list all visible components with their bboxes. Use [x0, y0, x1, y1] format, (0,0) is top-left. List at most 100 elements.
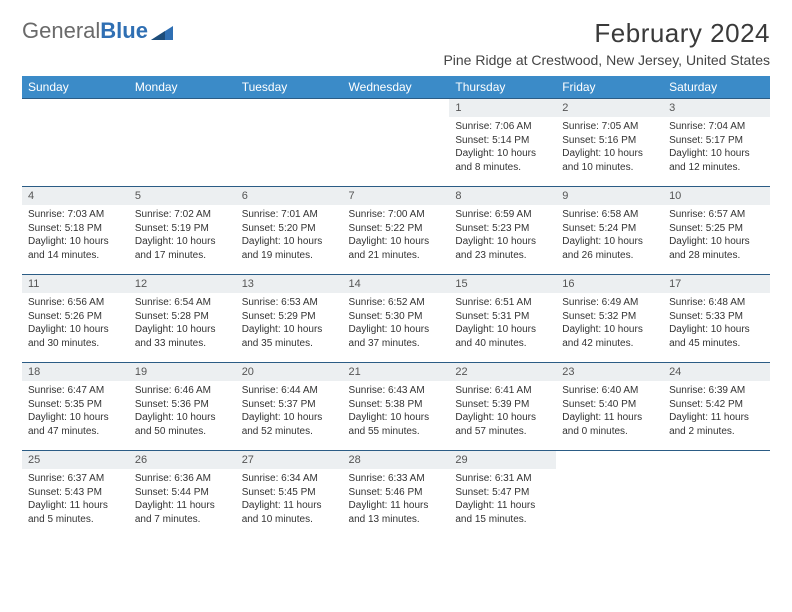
calendar-day-cell: 29Sunrise: 6:31 AMSunset: 5:47 PMDayligh… — [449, 451, 556, 539]
calendar-day-cell: 10Sunrise: 6:57 AMSunset: 5:25 PMDayligh… — [663, 187, 770, 275]
day-number: 20 — [236, 363, 343, 381]
day-number: 8 — [449, 187, 556, 205]
calendar-day-cell: 11Sunrise: 6:56 AMSunset: 5:26 PMDayligh… — [22, 275, 129, 363]
day-number: 7 — [343, 187, 450, 205]
day-number: 12 — [129, 275, 236, 293]
day-details: Sunrise: 7:03 AMSunset: 5:18 PMDaylight:… — [22, 205, 129, 266]
day-header: Wednesday — [343, 76, 450, 99]
calendar-week-row: 11Sunrise: 6:56 AMSunset: 5:26 PMDayligh… — [22, 275, 770, 363]
day-header: Tuesday — [236, 76, 343, 99]
day-header: Monday — [129, 76, 236, 99]
day-number: 13 — [236, 275, 343, 293]
day-details: Sunrise: 6:43 AMSunset: 5:38 PMDaylight:… — [343, 381, 450, 442]
day-details: Sunrise: 6:47 AMSunset: 5:35 PMDaylight:… — [22, 381, 129, 442]
calendar-body: ........1Sunrise: 7:06 AMSunset: 5:14 PM… — [22, 99, 770, 539]
calendar-day-cell: .. — [236, 99, 343, 187]
day-details: Sunrise: 6:31 AMSunset: 5:47 PMDaylight:… — [449, 469, 556, 530]
day-details: Sunrise: 6:46 AMSunset: 5:36 PMDaylight:… — [129, 381, 236, 442]
day-number: 6 — [236, 187, 343, 205]
brand-triangle-icon — [151, 22, 173, 40]
calendar-day-cell: 12Sunrise: 6:54 AMSunset: 5:28 PMDayligh… — [129, 275, 236, 363]
calendar-week-row: 25Sunrise: 6:37 AMSunset: 5:43 PMDayligh… — [22, 451, 770, 539]
day-details: Sunrise: 7:00 AMSunset: 5:22 PMDaylight:… — [343, 205, 450, 266]
calendar-day-cell: 24Sunrise: 6:39 AMSunset: 5:42 PMDayligh… — [663, 363, 770, 451]
day-header: Thursday — [449, 76, 556, 99]
calendar-header-row: SundayMondayTuesdayWednesdayThursdayFrid… — [22, 76, 770, 99]
day-details: Sunrise: 7:01 AMSunset: 5:20 PMDaylight:… — [236, 205, 343, 266]
day-number: 23 — [556, 363, 663, 381]
day-details: Sunrise: 6:51 AMSunset: 5:31 PMDaylight:… — [449, 293, 556, 354]
day-number: 11 — [22, 275, 129, 293]
day-details: Sunrise: 7:04 AMSunset: 5:17 PMDaylight:… — [663, 117, 770, 178]
day-header: Sunday — [22, 76, 129, 99]
day-details: Sunrise: 6:33 AMSunset: 5:46 PMDaylight:… — [343, 469, 450, 530]
calendar-day-cell: 9Sunrise: 6:58 AMSunset: 5:24 PMDaylight… — [556, 187, 663, 275]
calendar-day-cell: 16Sunrise: 6:49 AMSunset: 5:32 PMDayligh… — [556, 275, 663, 363]
calendar-day-cell: 25Sunrise: 6:37 AMSunset: 5:43 PMDayligh… — [22, 451, 129, 539]
calendar-day-cell: 19Sunrise: 6:46 AMSunset: 5:36 PMDayligh… — [129, 363, 236, 451]
day-number: 27 — [236, 451, 343, 469]
day-details: Sunrise: 6:41 AMSunset: 5:39 PMDaylight:… — [449, 381, 556, 442]
calendar-day-cell: 4Sunrise: 7:03 AMSunset: 5:18 PMDaylight… — [22, 187, 129, 275]
day-details: Sunrise: 6:54 AMSunset: 5:28 PMDaylight:… — [129, 293, 236, 354]
day-number: 5 — [129, 187, 236, 205]
calendar-day-cell: 22Sunrise: 6:41 AMSunset: 5:39 PMDayligh… — [449, 363, 556, 451]
day-details: Sunrise: 6:57 AMSunset: 5:25 PMDaylight:… — [663, 205, 770, 266]
day-number: 29 — [449, 451, 556, 469]
calendar-week-row: 4Sunrise: 7:03 AMSunset: 5:18 PMDaylight… — [22, 187, 770, 275]
calendar-day-cell: 27Sunrise: 6:34 AMSunset: 5:45 PMDayligh… — [236, 451, 343, 539]
day-number: 28 — [343, 451, 450, 469]
calendar-day-cell: .. — [556, 451, 663, 539]
calendar-day-cell: 3Sunrise: 7:04 AMSunset: 5:17 PMDaylight… — [663, 99, 770, 187]
day-details: Sunrise: 6:56 AMSunset: 5:26 PMDaylight:… — [22, 293, 129, 354]
calendar-week-row: 18Sunrise: 6:47 AMSunset: 5:35 PMDayligh… — [22, 363, 770, 451]
calendar-day-cell: 20Sunrise: 6:44 AMSunset: 5:37 PMDayligh… — [236, 363, 343, 451]
day-number: 2 — [556, 99, 663, 117]
day-details: Sunrise: 6:39 AMSunset: 5:42 PMDaylight:… — [663, 381, 770, 442]
day-details: Sunrise: 6:44 AMSunset: 5:37 PMDaylight:… — [236, 381, 343, 442]
calendar-day-cell: 26Sunrise: 6:36 AMSunset: 5:44 PMDayligh… — [129, 451, 236, 539]
day-number: 24 — [663, 363, 770, 381]
calendar-day-cell: 17Sunrise: 6:48 AMSunset: 5:33 PMDayligh… — [663, 275, 770, 363]
calendar-day-cell: 5Sunrise: 7:02 AMSunset: 5:19 PMDaylight… — [129, 187, 236, 275]
day-number: 17 — [663, 275, 770, 293]
calendar-day-cell: .. — [22, 99, 129, 187]
day-details: Sunrise: 7:05 AMSunset: 5:16 PMDaylight:… — [556, 117, 663, 178]
day-number: 21 — [343, 363, 450, 381]
day-details: Sunrise: 6:48 AMSunset: 5:33 PMDaylight:… — [663, 293, 770, 354]
calendar-day-cell: 13Sunrise: 6:53 AMSunset: 5:29 PMDayligh… — [236, 275, 343, 363]
calendar-day-cell: .. — [343, 99, 450, 187]
day-details: Sunrise: 6:34 AMSunset: 5:45 PMDaylight:… — [236, 469, 343, 530]
page-title: February 2024 — [443, 18, 770, 49]
calendar-day-cell: 14Sunrise: 6:52 AMSunset: 5:30 PMDayligh… — [343, 275, 450, 363]
calendar-day-cell: .. — [663, 451, 770, 539]
brand-part2: Blue — [100, 18, 148, 44]
calendar-day-cell: 8Sunrise: 6:59 AMSunset: 5:23 PMDaylight… — [449, 187, 556, 275]
calendar-day-cell: 2Sunrise: 7:05 AMSunset: 5:16 PMDaylight… — [556, 99, 663, 187]
calendar-week-row: ........1Sunrise: 7:06 AMSunset: 5:14 PM… — [22, 99, 770, 187]
day-number: 14 — [343, 275, 450, 293]
brand-logo: GeneralBlue — [22, 18, 173, 44]
day-number: 1 — [449, 99, 556, 117]
calendar-table: SundayMondayTuesdayWednesdayThursdayFrid… — [22, 76, 770, 539]
calendar-day-cell: 21Sunrise: 6:43 AMSunset: 5:38 PMDayligh… — [343, 363, 450, 451]
brand-part1: General — [22, 18, 100, 44]
day-number: 19 — [129, 363, 236, 381]
day-details: Sunrise: 6:40 AMSunset: 5:40 PMDaylight:… — [556, 381, 663, 442]
day-number: 15 — [449, 275, 556, 293]
day-details: Sunrise: 7:02 AMSunset: 5:19 PMDaylight:… — [129, 205, 236, 266]
day-details: Sunrise: 6:37 AMSunset: 5:43 PMDaylight:… — [22, 469, 129, 530]
day-number: 16 — [556, 275, 663, 293]
page-header: GeneralBlue February 2024 Pine Ridge at … — [22, 18, 770, 68]
location-text: Pine Ridge at Crestwood, New Jersey, Uni… — [443, 52, 770, 68]
day-number: 9 — [556, 187, 663, 205]
day-details: Sunrise: 6:52 AMSunset: 5:30 PMDaylight:… — [343, 293, 450, 354]
day-number: 22 — [449, 363, 556, 381]
day-details: Sunrise: 6:36 AMSunset: 5:44 PMDaylight:… — [129, 469, 236, 530]
calendar-day-cell: .. — [129, 99, 236, 187]
day-number: 4 — [22, 187, 129, 205]
calendar-day-cell: 15Sunrise: 6:51 AMSunset: 5:31 PMDayligh… — [449, 275, 556, 363]
title-block: February 2024 Pine Ridge at Crestwood, N… — [443, 18, 770, 68]
day-details: Sunrise: 6:53 AMSunset: 5:29 PMDaylight:… — [236, 293, 343, 354]
day-number: 3 — [663, 99, 770, 117]
